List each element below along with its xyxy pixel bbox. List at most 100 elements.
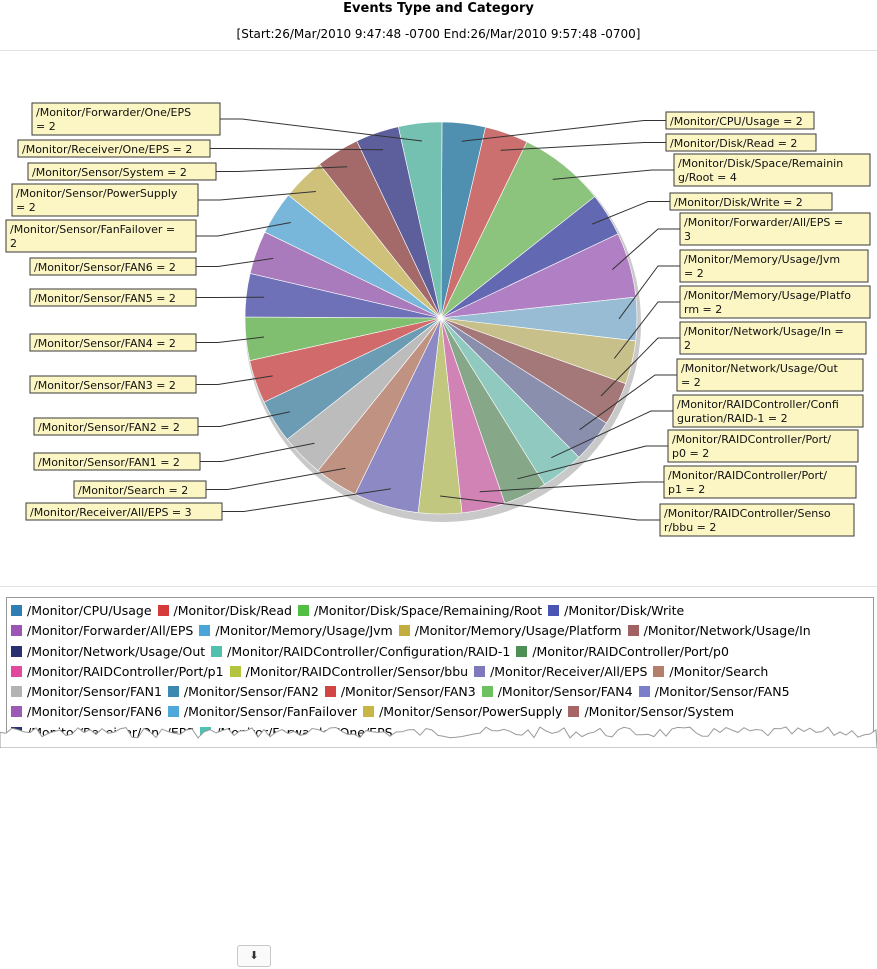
legend-item[interactable]: /Monitor/Search [653, 662, 768, 682]
legend-item[interactable]: /Monitor/Sensor/FAN6 [11, 702, 162, 722]
legend-swatch [474, 665, 486, 677]
legend-item[interactable]: /Monitor/RAIDController/Port/p0 [516, 642, 729, 662]
slice-label-box [659, 503, 855, 537]
slice-leader-line [440, 495, 660, 521]
legend-item[interactable]: /Monitor/RAIDController/Configuration/RA… [211, 642, 510, 662]
legend-swatch [481, 686, 493, 698]
legend-swatch [199, 625, 211, 637]
slice-label-box [672, 394, 864, 428]
slice-label: /Monitor/Sensor/FAN5 = 2 [29, 288, 197, 307]
legend-item[interactable]: /Monitor/Sensor/FanFailover [167, 702, 357, 722]
legend-swatch [11, 686, 22, 698]
legend-label: /Monitor/Sensor/FAN6 [27, 704, 162, 720]
slice-label-text: /Monitor/Sensor/FAN6 = 2 [34, 261, 176, 274]
legend-label: /Monitor/CPU/Usage [27, 603, 152, 618]
slice-leader-line [613, 301, 680, 359]
legend-item[interactable]: /Monitor/Sensor/FAN5 [638, 682, 790, 702]
slice-label-text: /Monitor/Sensor/FAN3 = 2 [34, 379, 176, 392]
slice-label-text: = 2 [36, 120, 56, 133]
legend-swatch [11, 605, 22, 616]
slice-leader-line [500, 142, 666, 151]
legend-item[interactable]: /Monitor/Disk/Write [548, 601, 684, 621]
slice-label: /Monitor/RAIDController/Configuration/RA… [672, 394, 864, 428]
slice-label-text: /Monitor/Forwarder/All/EPS = [684, 216, 843, 229]
slice-label: /Monitor/Disk/Write = 2 [669, 192, 833, 211]
slice-label: /Monitor/Network/Usage/In =2 [679, 321, 867, 355]
slice-label-box [663, 465, 857, 499]
chart-legend: /Monitor/CPU/Usage/Monitor/Disk/Read/Mon… [6, 597, 874, 748]
legend-item[interactable]: /Monitor/Disk/Read [157, 601, 292, 621]
slice-label-text: rm = 2 [684, 303, 722, 316]
slice-label-text: /Monitor/RAIDController/Port/ [672, 433, 831, 446]
slice-label-box [679, 285, 871, 319]
legend-swatch [297, 605, 309, 616]
slice-label-text: /Monitor/CPU/Usage = 2 [670, 115, 803, 128]
legend-item[interactable]: /Monitor/Sensor/FAN4 [481, 682, 633, 702]
slice-label-box [33, 452, 201, 471]
legend-label: /Monitor/Sensor/FAN2 [183, 684, 319, 700]
slice-label-box [31, 102, 221, 136]
slice-label: /Monitor/Receiver/All/EPS = 3 [25, 502, 223, 521]
slice-label-text: p0 = 2 [672, 447, 709, 460]
legend-item[interactable]: /Monitor/Sensor/PowerSupply [363, 702, 562, 722]
slice-label-box [665, 111, 815, 130]
slice-label-box [29, 257, 197, 276]
scroll-down-button[interactable]: ⬇ [237, 945, 271, 967]
legend-row: /Monitor/Sensor/FAN1/Monitor/Sensor/FAN2… [11, 682, 873, 702]
slice-label-box [5, 219, 197, 253]
legend-label: /Monitor/Network/Usage/Out [27, 643, 206, 659]
slice-label-box [25, 502, 223, 521]
slice-label-text: /Monitor/Sensor/PowerSupply [16, 187, 178, 200]
slice-label-box [33, 417, 199, 436]
legend-label: /Monitor/RAIDController/Port/p1 [27, 663, 224, 679]
slice-label: /Monitor/Memory/Usage/Jvm= 2 [679, 249, 869, 283]
legend-swatch [638, 686, 650, 698]
chart-title: Events Type and Category [343, 1, 534, 16]
legend-item[interactable]: /Monitor/Sensor/System [568, 702, 734, 722]
slice-label-text: guration/RAID-1 = 2 [677, 412, 788, 425]
legend-label: /Monitor/Network/Usage/In [643, 623, 811, 639]
legend-item[interactable]: /Monitor/Sensor/FAN1 [11, 682, 162, 702]
legend-item[interactable]: /Monitor/Network/Usage/In [627, 621, 811, 641]
legend-item[interactable]: /Monitor/Network/Usage/Out [11, 642, 205, 662]
slice-label-text: /Monitor/Sensor/FAN5 = 2 [34, 292, 176, 305]
slice-leader-line [479, 481, 664, 493]
legend-item[interactable]: /Monitor/Forwarder/All/EPS [11, 621, 193, 641]
slice-leader-line [198, 191, 316, 201]
legend-row: /Monitor/Network/Usage/Out/Monitor/RAIDC… [11, 642, 873, 662]
legend-label: /Monitor/RAIDController/Port/p0 [532, 643, 729, 659]
slice-label-text: = 2 [16, 201, 36, 214]
slice-label: /Monitor/Sensor/System = 2 [27, 162, 217, 181]
legend-row: /Monitor/CPU/Usage/Monitor/Disk/Read/Mon… [11, 601, 873, 621]
legend-item[interactable]: /Monitor/RAIDController/Sensor/bbu [229, 662, 469, 682]
legend-item[interactable]: /Monitor/Memory/Usage/Jvm [199, 621, 393, 641]
slice-label-text: = 2 [681, 376, 701, 389]
legend-item[interactable]: /Monitor/CPU/Usage [11, 601, 152, 621]
pie-slices [244, 121, 638, 515]
legend-item[interactable]: /Monitor/Sensor/FAN3 [324, 682, 476, 702]
legend-swatch [653, 665, 665, 677]
legend-item[interactable]: /Monitor/RAIDController/Port/p1 [11, 662, 224, 682]
legend-label: /Monitor/Disk/Read [173, 603, 292, 618]
slice-label-text: /Monitor/Network/Usage/In = [684, 325, 844, 338]
slice-label: /Monitor/Sensor/FAN2 = 2 [33, 417, 199, 436]
torn-edge [0, 726, 877, 748]
legend-label: /Monitor/Sensor/FAN4 [497, 684, 633, 700]
slice-label-box [27, 162, 217, 181]
legend-item[interactable]: /Monitor/Sensor/FAN2 [167, 682, 319, 702]
slice-leader-line [222, 488, 391, 512]
legend-item[interactable]: /Monitor/Receiver/All/EPS [474, 662, 647, 682]
slice-label-text: /Monitor/Disk/Read = 2 [670, 137, 797, 150]
legend-item[interactable]: /Monitor/Disk/Space/Remaining/Root [297, 601, 542, 621]
label-leader-lines [196, 118, 680, 521]
slice-label-box [11, 183, 199, 217]
legend-label: /Monitor/RAIDController/Sensor/bbu [245, 663, 469, 679]
slice-leader-line [216, 166, 348, 172]
legend-swatch [516, 645, 528, 657]
legend-swatch [167, 706, 179, 718]
slice-label-box [29, 375, 197, 394]
slice-label: /Monitor/Network/Usage/Out= 2 [676, 358, 864, 392]
pie-slice[interactable] [397, 121, 443, 319]
legend-item[interactable]: /Monitor/Memory/Usage/Platform [398, 621, 622, 641]
slice-label-box [679, 212, 871, 246]
